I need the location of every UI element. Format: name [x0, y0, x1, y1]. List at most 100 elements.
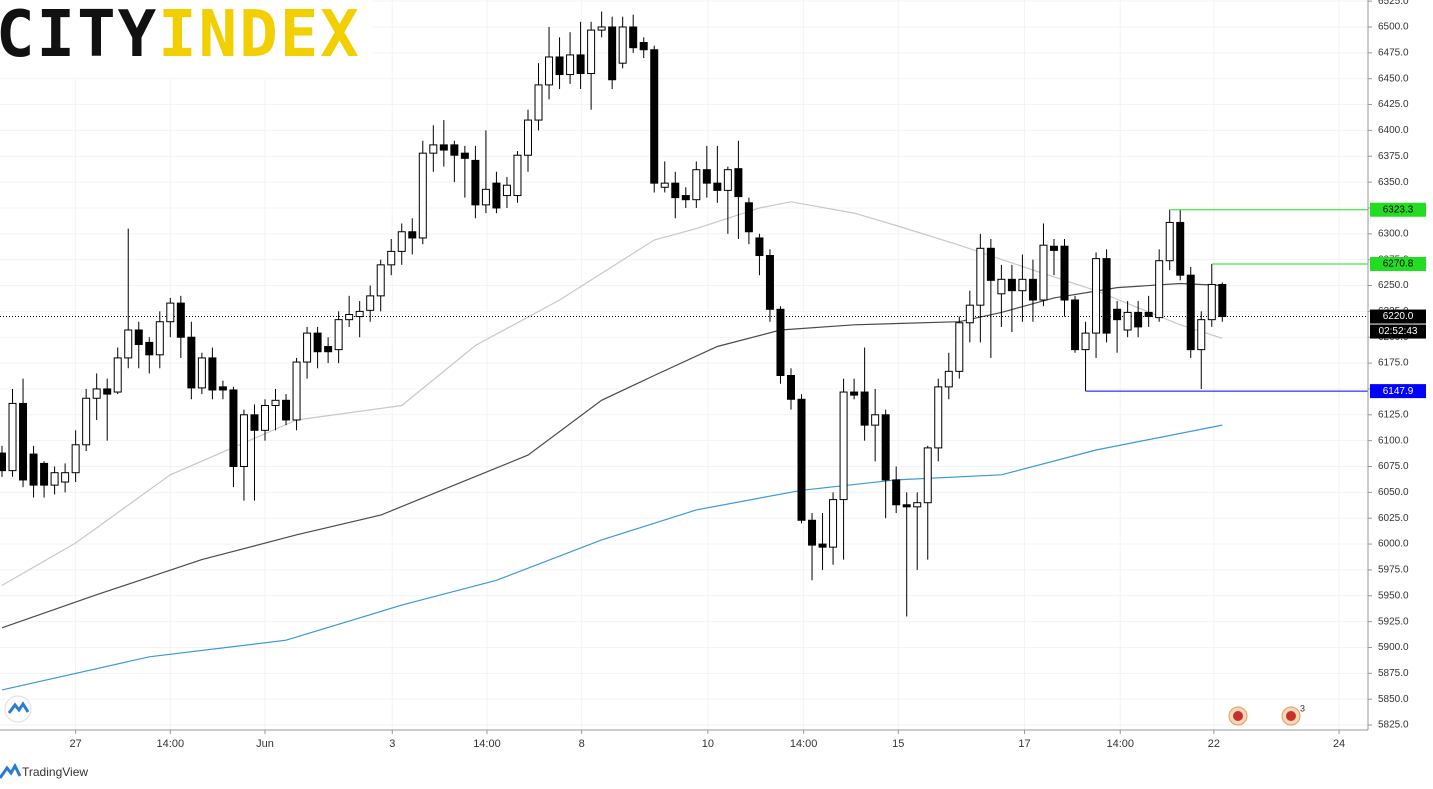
candle-body — [324, 346, 333, 353]
candle-body — [545, 56, 554, 86]
candle-body — [713, 182, 722, 191]
axes: 5825.0 5850.0 5875.0 5900.0 5925.0 5950.0 5975… — [70, 0, 1426, 750]
y-tick-label: 6050.0 — [1378, 487, 1409, 498]
level-label-box — [1370, 384, 1426, 399]
candle-body — [1197, 319, 1206, 351]
y-tick-label: 5850.0 — [1378, 694, 1409, 705]
x-tick-label: 24 — [1333, 738, 1345, 750]
x-tick-label: Jun — [256, 738, 274, 750]
y-tick-label: 5925.0 — [1378, 616, 1409, 627]
candle-body — [376, 264, 385, 297]
candle-body — [692, 169, 701, 201]
candle-body — [187, 336, 196, 389]
candle-body — [260, 404, 269, 431]
candle-body — [124, 329, 133, 359]
y-tick-label: 6475.0 — [1378, 47, 1409, 58]
candle-body — [282, 399, 291, 421]
last-price-box — [1370, 309, 1426, 324]
candle-body — [639, 42, 648, 51]
candle-body — [134, 329, 143, 345]
candle-body — [1049, 245, 1058, 251]
candle-body — [103, 388, 112, 395]
candle-body — [1186, 274, 1195, 351]
candle-body — [576, 54, 585, 75]
candle-body — [1081, 332, 1090, 351]
y-tick-label: 6500.0 — [1378, 22, 1409, 33]
candle-body — [481, 188, 490, 206]
candle-body — [40, 462, 49, 486]
candle-body — [723, 169, 732, 191]
candle-body — [555, 56, 564, 76]
candle-body — [734, 168, 743, 198]
candle-body — [355, 310, 364, 318]
candle-body — [166, 302, 175, 323]
candle-body — [334, 319, 343, 351]
x-tick-label: 3 — [389, 738, 395, 750]
countdown-box — [1370, 324, 1426, 339]
candle-body — [913, 502, 922, 508]
candle-body — [155, 321, 164, 356]
candle-body — [460, 152, 469, 159]
candle-body — [439, 144, 448, 151]
candle-body — [986, 247, 995, 281]
candle-body — [923, 447, 932, 504]
level-label-box — [1370, 257, 1426, 272]
candle-body — [965, 304, 974, 324]
candle-body — [387, 250, 396, 266]
candle-body — [934, 386, 943, 449]
candle-body — [1207, 283, 1216, 321]
candle-body — [271, 399, 280, 406]
y-tick-label: 6375.0 — [1378, 151, 1409, 162]
candle-body — [502, 184, 511, 197]
candle-body — [1018, 278, 1027, 292]
y-tick-label: 6100.0 — [1378, 435, 1409, 446]
candle-body — [534, 84, 543, 121]
candle-body — [471, 159, 480, 206]
candle-body — [944, 370, 953, 388]
candle-body — [1134, 311, 1143, 328]
event-flag — [1233, 711, 1243, 721]
candle-body — [418, 152, 427, 239]
candle-body — [1071, 299, 1080, 351]
candle-body — [492, 182, 501, 209]
candle-body — [1176, 221, 1185, 276]
x-tick-label: 27 — [70, 738, 82, 750]
grid — [0, 0, 1368, 730]
y-tick-label: 6350.0 — [1378, 177, 1409, 188]
candle-body — [829, 499, 838, 548]
y-tick-label: 6250.0 — [1378, 280, 1409, 291]
y-tick-label: 6425.0 — [1378, 99, 1409, 110]
candle-body — [313, 332, 322, 353]
candle-body — [345, 313, 354, 321]
x-tick-label: 8 — [579, 738, 585, 750]
candle-body — [1092, 258, 1101, 334]
candle-body — [292, 361, 301, 421]
level-label: 6323.3 — [1383, 204, 1414, 215]
candle-body — [618, 26, 627, 64]
plot — [0, 11, 1368, 691]
countdown-label: 02:52:43 — [1379, 326, 1418, 337]
candle-body — [1165, 221, 1174, 262]
candle-body — [681, 195, 690, 201]
candle-body — [366, 295, 375, 311]
candle-body — [145, 341, 154, 356]
x-tick-label: 14:00 — [473, 738, 501, 750]
candle-body — [608, 26, 617, 81]
candle-body — [0, 452, 6, 472]
candle-body — [566, 54, 575, 76]
candle-body — [671, 182, 680, 199]
candle-body — [776, 308, 785, 376]
candle-body — [1155, 260, 1164, 319]
candle-body — [881, 414, 890, 481]
candle-body — [797, 398, 806, 521]
candle-body — [587, 29, 596, 75]
candle-body — [1039, 244, 1048, 301]
x-tick-label: 10 — [702, 738, 714, 750]
candle-body — [744, 202, 753, 233]
y-tick-label: 5825.0 — [1378, 720, 1409, 731]
y-tick-label: 6025.0 — [1378, 513, 1409, 524]
y-tick-label: 5875.0 — [1378, 668, 1409, 679]
y-tick-label: 6525.0 — [1378, 0, 1409, 7]
candle-body — [871, 414, 880, 426]
level-label-box — [1370, 202, 1426, 217]
